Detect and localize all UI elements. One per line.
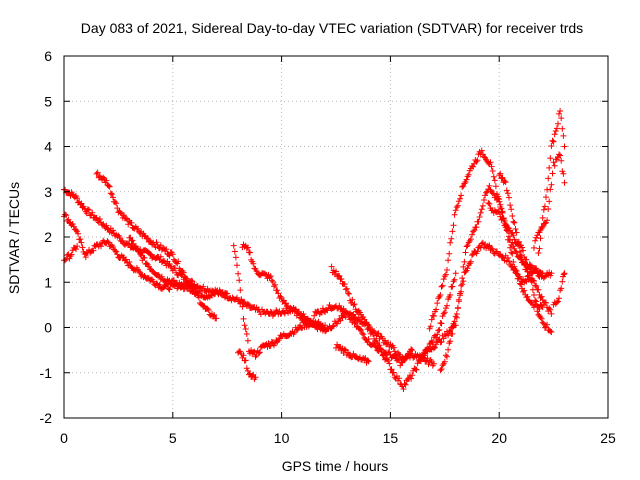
point-markers-track-r: [531, 151, 568, 251]
point-markers-track-p: [496, 170, 555, 335]
x-tick-label: 25: [600, 430, 616, 446]
grid-lines: [64, 56, 608, 418]
series-track-s: [550, 270, 568, 308]
y-tick-label: -2: [40, 410, 53, 426]
series-track-k: [333, 341, 372, 366]
point-markers-track-o: [485, 200, 555, 317]
y-tick-label: 6: [44, 48, 52, 64]
point-markers-track-e: [126, 234, 198, 293]
point-markers-track-q: [535, 108, 568, 256]
series-track-l: [426, 147, 546, 332]
series-track-p: [496, 170, 555, 335]
point-markers-track-k: [333, 341, 372, 366]
y-tick-label: 4: [44, 139, 52, 155]
series-track-e: [126, 234, 198, 293]
series-track-r: [531, 151, 568, 251]
x-tick-label: 0: [60, 430, 68, 446]
series-track-q: [535, 108, 568, 256]
point-markers-track-s: [550, 270, 568, 308]
x-axis-label: GPS time / hours: [282, 458, 389, 474]
y-tick-label: 3: [44, 184, 52, 200]
point-markers-track-n: [437, 239, 555, 374]
point-markers-track-b: [61, 211, 231, 301]
series-track-o: [485, 200, 555, 317]
point-markers-track-j: [311, 302, 416, 369]
x-tick-label: 5: [169, 430, 177, 446]
series-track-h: [235, 348, 259, 383]
axis-ticks: 0 5 10 15 20 25 -2 -1 0 1 2 3 4 5 6: [40, 48, 616, 446]
y-tick-label: -1: [40, 365, 53, 381]
chart-title: Day 083 of 2021, Sidereal Day-to-day VTE…: [81, 20, 583, 36]
series-track-n: [437, 239, 555, 374]
y-tick-label: 0: [44, 320, 52, 336]
y-tick-label: 1: [44, 274, 52, 290]
point-markers-track-h: [235, 348, 259, 383]
x-tick-label: 15: [383, 430, 399, 446]
x-tick-label: 10: [274, 430, 290, 446]
y-tick-label: 5: [44, 93, 52, 109]
y-tick-label: 2: [44, 229, 52, 245]
data-points: [61, 108, 568, 392]
series-track-j: [311, 302, 416, 369]
x-tick-label: 20: [491, 430, 507, 446]
point-markers-track-l: [426, 147, 546, 332]
series-track-b: [61, 211, 231, 301]
y-axis-label: SDTVAR / TECUs: [6, 182, 22, 294]
